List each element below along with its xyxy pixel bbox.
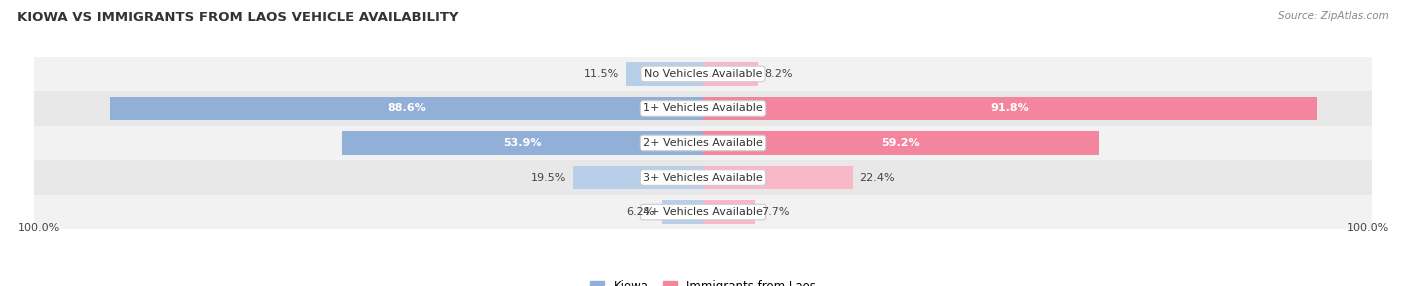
Legend: Kiowa, Immigrants from Laos: Kiowa, Immigrants from Laos — [585, 276, 821, 286]
Bar — [626, 62, 703, 86]
Text: No Vehicles Available: No Vehicles Available — [644, 69, 762, 79]
Text: KIOWA VS IMMIGRANTS FROM LAOS VEHICLE AVAILABILITY: KIOWA VS IMMIGRANTS FROM LAOS VEHICLE AV… — [17, 11, 458, 24]
Bar — [662, 200, 703, 224]
Text: 3+ Vehicles Available: 3+ Vehicles Available — [643, 172, 763, 182]
Text: 1+ Vehicles Available: 1+ Vehicles Available — [643, 104, 763, 114]
Text: 91.8%: 91.8% — [991, 104, 1029, 114]
Bar — [572, 166, 703, 189]
Bar — [343, 131, 703, 155]
Bar — [703, 200, 755, 224]
Text: 100.0%: 100.0% — [17, 223, 59, 233]
Bar — [703, 166, 853, 189]
Bar — [703, 97, 1317, 120]
Bar — [34, 126, 1372, 160]
Text: 2+ Vehicles Available: 2+ Vehicles Available — [643, 138, 763, 148]
Text: 7.7%: 7.7% — [761, 207, 790, 217]
Text: 88.6%: 88.6% — [387, 104, 426, 114]
Text: 6.2%: 6.2% — [627, 207, 655, 217]
Bar — [34, 57, 1372, 91]
Text: 53.9%: 53.9% — [503, 138, 541, 148]
Text: 11.5%: 11.5% — [583, 69, 620, 79]
Bar — [703, 62, 758, 86]
Text: 22.4%: 22.4% — [859, 172, 896, 182]
Bar — [34, 195, 1372, 229]
Text: 4+ Vehicles Available: 4+ Vehicles Available — [643, 207, 763, 217]
Text: 8.2%: 8.2% — [765, 69, 793, 79]
Text: 59.2%: 59.2% — [882, 138, 921, 148]
Bar — [111, 97, 703, 120]
Bar — [34, 160, 1372, 195]
Text: 100.0%: 100.0% — [1347, 223, 1389, 233]
Text: 19.5%: 19.5% — [530, 172, 565, 182]
Bar — [34, 91, 1372, 126]
Text: Source: ZipAtlas.com: Source: ZipAtlas.com — [1278, 11, 1389, 21]
Bar — [703, 131, 1099, 155]
